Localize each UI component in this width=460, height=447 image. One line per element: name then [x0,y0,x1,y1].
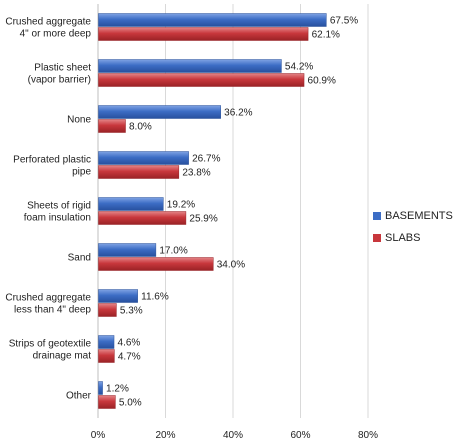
category-label: Sheets of rigid foam insulation [24,201,91,224]
category-label: None [67,115,91,126]
bar-slabs [98,165,180,179]
data-label: 4.6% [118,338,141,349]
data-label: 4.7% [118,352,141,363]
data-label: 19.2% [167,200,195,211]
data-label: 25.9% [189,214,217,225]
legend: BASEMENTS SLABS [373,205,453,249]
legend-label-slabs: SLABS [385,232,421,244]
data-label: 5.0% [119,398,142,409]
bar-slabs [98,349,115,363]
data-label: 62.1% [312,30,340,41]
data-label: 23.8% [182,168,210,179]
data-label: 34.0% [217,260,245,271]
data-label: 60.9% [308,76,336,87]
legend-swatch-basements [373,212,381,220]
category-label: Crushed aggregate 4" or more deep [5,17,91,40]
legend-swatch-slabs [373,234,381,242]
bar-basements [98,197,164,211]
bar-basements [98,335,115,349]
bar-basements [98,289,138,303]
bar-basements [98,13,327,27]
category-label: Plastic sheet (vapor barrier) [28,63,92,86]
bar-slabs [98,395,116,409]
bar-slabs [98,119,126,133]
bar-slabs [98,27,309,41]
data-label: 67.5% [330,16,358,27]
legend-item-basements: BASEMENTS [373,205,453,227]
data-label: 5.3% [120,306,143,317]
bar-slabs [98,211,187,225]
category-label: Other [66,391,92,402]
bar-basements [98,59,282,73]
x-tick-label: 20% [155,430,175,441]
x-tick-label: 0% [91,430,106,441]
x-tick-label: 80% [358,430,378,441]
data-label: 11.6% [141,292,169,303]
x-tick-label: 40% [223,430,243,441]
category-label: Strips of geotextile drainage mat [9,339,92,362]
bar-basements [98,105,221,119]
data-label: 1.2% [106,384,129,395]
data-label: 8.0% [129,122,152,133]
bar-slabs [98,303,117,317]
bar-basements [98,243,157,257]
legend-item-slabs: SLABS [373,227,453,249]
x-tick-label: 60% [290,430,310,441]
category-label: Sand [68,253,91,264]
category-label: Crushed aggregate less than 4" deep [5,293,91,316]
data-label: 54.2% [285,62,313,73]
bar-slabs [98,73,305,87]
data-label: 36.2% [224,108,252,119]
data-label: 26.7% [192,154,220,165]
bar-slabs [98,257,214,271]
bar-basements [98,151,189,165]
legend-label-basements: BASEMENTS [385,210,453,222]
data-label: 17.0% [159,246,187,257]
bar-basements [98,381,103,395]
category-label: Perforated plastic pipe [13,155,91,178]
